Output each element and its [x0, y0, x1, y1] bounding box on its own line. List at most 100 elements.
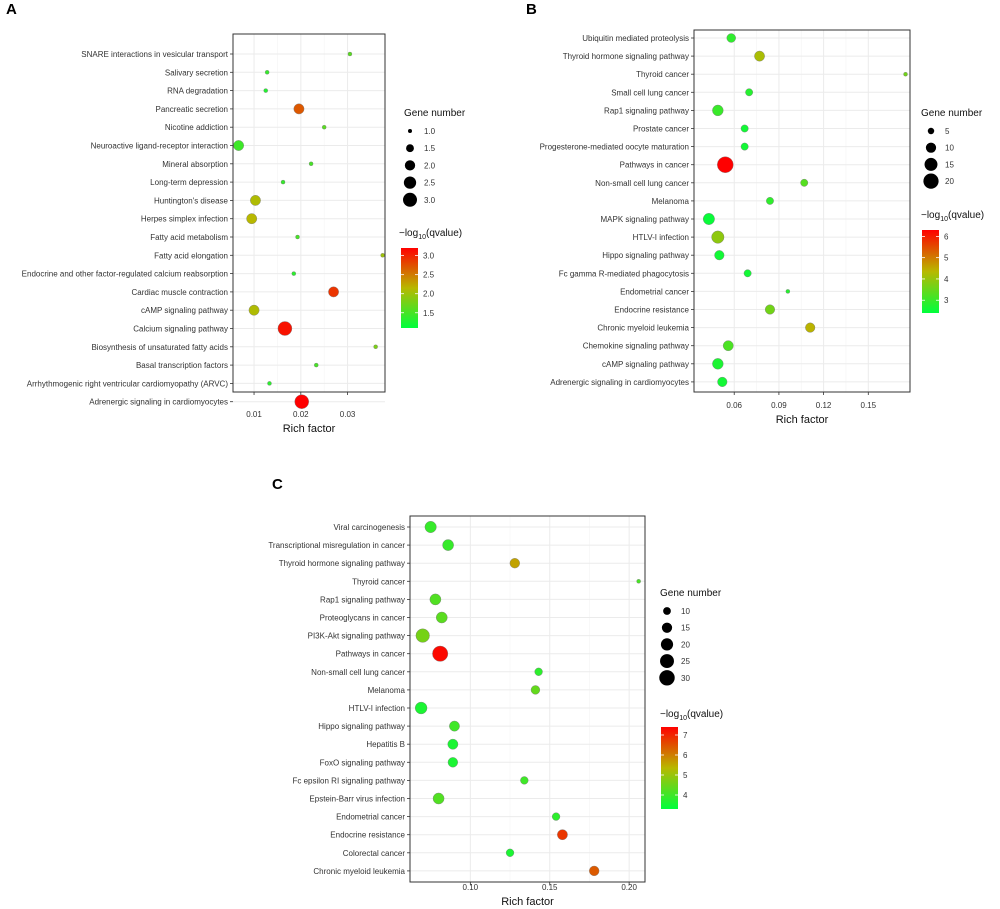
category-label: Nicotine addiction	[165, 123, 228, 132]
data-point	[380, 253, 385, 258]
size-legend-key	[660, 654, 674, 669]
color-bar-label: 5	[944, 254, 949, 263]
category-label: RNA degradation	[167, 87, 228, 96]
data-point	[589, 865, 600, 877]
category-label: Viral carcinogenesis	[334, 523, 405, 532]
x-axis-title: Rich factor	[283, 423, 336, 435]
data-point	[447, 757, 458, 768]
plot-frame	[232, 33, 386, 393]
category-label: cAMP signaling pathway	[141, 306, 228, 315]
size-legend-label: 25	[681, 657, 690, 666]
category-label: Progesterone-mediated oocyte maturation	[540, 143, 689, 152]
color-bar-label: 6	[683, 751, 688, 760]
category-label: Rap1 signaling pathway	[320, 595, 405, 604]
x-tick-label: 0.02	[293, 410, 309, 419]
data-point	[766, 197, 774, 205]
size-legend-key	[925, 142, 937, 153]
color-bar-label: 6	[944, 232, 949, 241]
size-legend: Gene number 1.0 1.5 2.0 2.5 3.0	[403, 108, 466, 207]
category-label: Epstein-Barr virus infection	[309, 795, 405, 804]
plot-background	[410, 516, 645, 882]
panel-label: A	[6, 1, 17, 18]
color-legend-title-qvalue: (qvalue)	[948, 210, 984, 221]
color-legend: −log10(qvalue) 4 5 6 7	[660, 709, 723, 809]
size-legend-key	[659, 670, 675, 686]
category-label: Hepatitis B	[366, 740, 405, 749]
category-label: Fc gamma R-mediated phagocytosis	[559, 269, 689, 278]
data-point	[717, 376, 728, 387]
plot-background	[694, 30, 910, 392]
data-point	[530, 685, 541, 695]
category-label: Non-small cell lung cancer	[595, 179, 689, 188]
size-legend-key	[406, 144, 414, 153]
color-legend-title-base: 10	[940, 216, 948, 223]
data-point	[264, 70, 270, 75]
data-point	[248, 304, 260, 316]
category-label: MAPK signaling pathway	[601, 215, 690, 224]
category-label: Non-small cell lung cancer	[311, 668, 405, 677]
color-bar-label: 4	[944, 275, 949, 284]
category-label: Huntington's disease	[154, 196, 229, 205]
size-legend-key	[403, 176, 417, 189]
data-point	[805, 322, 816, 333]
data-point	[711, 230, 725, 244]
data-point	[267, 381, 272, 386]
color-legend-title-log: −log	[660, 709, 679, 720]
category-label: Endocrine resistance	[330, 831, 405, 840]
category-label: HTLV-I infection	[633, 233, 689, 242]
data-point	[373, 344, 378, 349]
category-label: Endocrine resistance	[614, 306, 689, 315]
color-bar	[401, 248, 418, 328]
category-label: Endocrine and other factor-regulated cal…	[22, 270, 228, 279]
data-point	[520, 776, 529, 785]
size-legend-label: 5	[945, 127, 950, 136]
data-point	[740, 124, 749, 133]
color-bar-label: 1.5	[423, 309, 435, 318]
category-label: Neuroactive ligand-receptor interaction	[91, 142, 228, 151]
color-bar-label: 2.5	[423, 271, 435, 280]
color-bar-label: 2.0	[423, 290, 435, 299]
data-point	[424, 521, 437, 533]
data-point	[505, 848, 515, 857]
data-point	[414, 701, 428, 715]
data-point	[740, 142, 749, 151]
data-point	[322, 124, 327, 130]
panel-c: C Viral carcinogenesis Transcriptional mis…	[268, 476, 723, 908]
category-label: Endometrial cancer	[620, 287, 689, 296]
category-label: Fc epsilon RI signaling pathway	[292, 776, 405, 785]
color-legend: −log10(qvalue) 3 4 5 6	[921, 210, 984, 313]
data-point	[280, 179, 286, 185]
color-legend: −log10(qvalue) 1.5 2.0 2.5 3.0	[399, 228, 462, 328]
data-point	[295, 234, 300, 240]
color-legend-title-log: −log	[399, 228, 418, 239]
data-point	[415, 628, 430, 643]
x-tick-label: 0.12	[816, 401, 832, 410]
category-label: Pathways in cancer	[620, 161, 690, 170]
data-point	[754, 50, 765, 62]
data-point	[509, 558, 520, 569]
data-point	[432, 645, 449, 662]
color-legend-title-log: −log	[921, 210, 940, 221]
size-legend-label: 10	[681, 607, 690, 616]
data-point	[233, 140, 244, 151]
category-label: Melanoma	[368, 686, 406, 695]
data-point	[800, 178, 809, 187]
data-point	[557, 829, 568, 841]
data-point	[743, 269, 752, 278]
data-point	[250, 195, 261, 206]
color-bar-label: 7	[683, 731, 688, 740]
category-label: Fatty acid metabolism	[150, 233, 228, 242]
size-legend-key	[661, 622, 673, 633]
category-label: Salivary secretion	[165, 68, 228, 77]
data-point	[294, 394, 309, 409]
size-legend-label: 3.0	[424, 196, 436, 205]
category-label: Chronic myeloid leukemia	[597, 324, 689, 333]
size-legend-key	[408, 129, 412, 133]
color-bar-label: 3.0	[423, 252, 435, 261]
category-label: Biosynthesis of unsaturated fatty acids	[91, 343, 228, 352]
category-label: Herpes simplex infection	[141, 215, 228, 224]
category-label: Adrenergic signaling in cardiomyocytes	[550, 378, 689, 387]
data-point	[703, 213, 715, 225]
size-legend-title: Gene number	[921, 108, 983, 119]
